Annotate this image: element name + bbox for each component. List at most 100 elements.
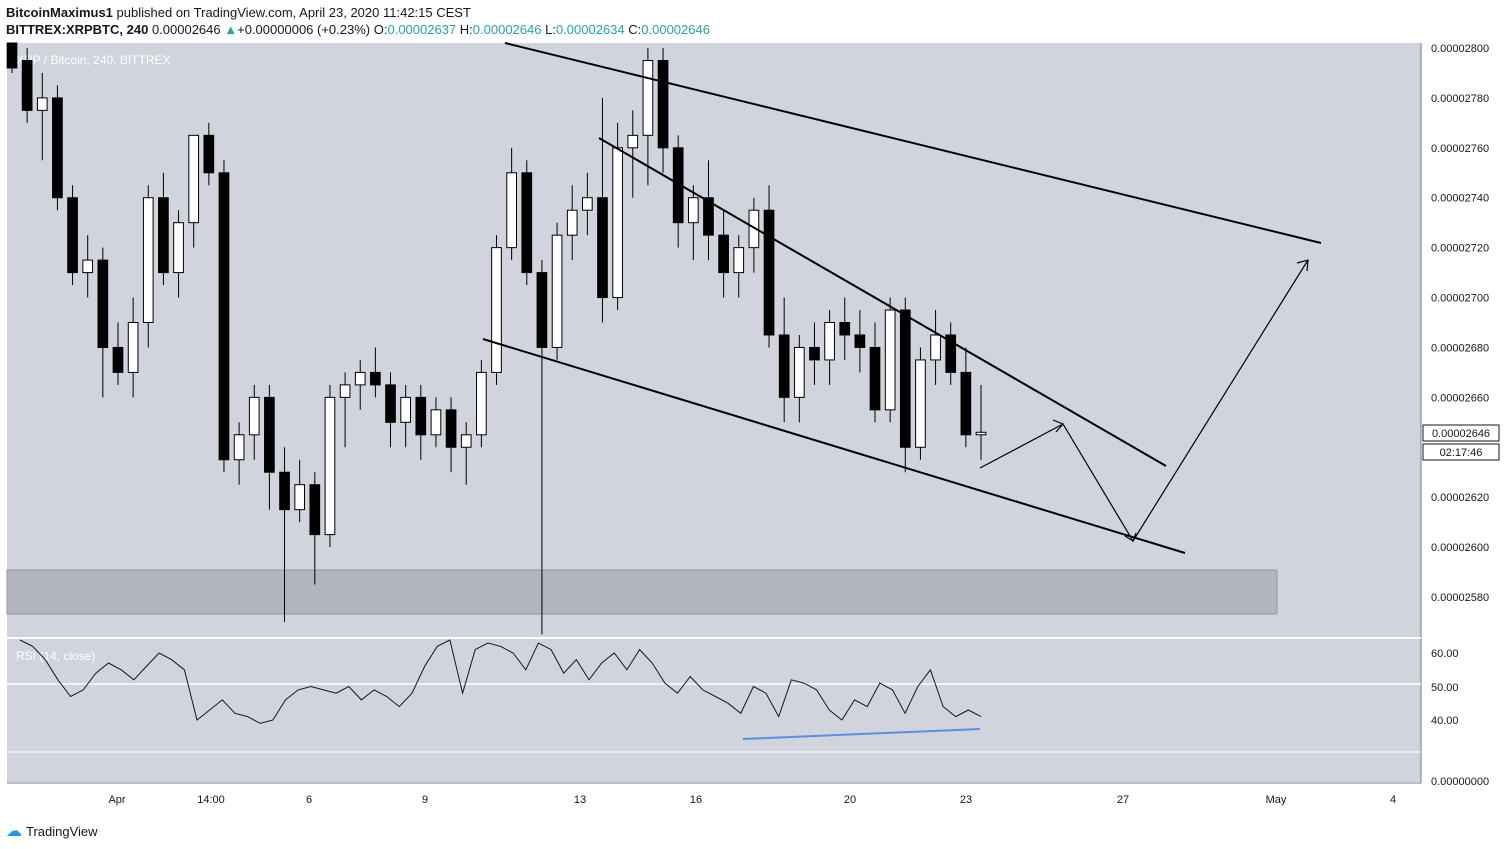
projection-arrow-2-icon (1124, 532, 1137, 542)
candle (188, 134, 200, 248)
candle (233, 422, 245, 485)
candle (627, 110, 639, 198)
low-value: 0.00002634 (555, 22, 625, 37)
brand-name: TradingView (26, 823, 98, 839)
candle-body (869, 346, 881, 411)
candle (975, 384, 987, 460)
candle-body (309, 484, 321, 536)
candle-body (158, 197, 169, 274)
candle-body (142, 197, 154, 324)
candle (476, 359, 487, 448)
time-tick-label: 23 (960, 794, 972, 806)
candle (491, 235, 502, 385)
candle (82, 235, 94, 298)
rsi-tick-label: 40.00 (1431, 715, 1459, 727)
candle-body (21, 59, 33, 111)
candle (793, 334, 805, 423)
candle-body (279, 471, 290, 511)
candle (551, 222, 563, 360)
candle (930, 310, 941, 385)
time-tick-label: Apr (108, 794, 125, 806)
candle (6, 42, 18, 73)
time-tick-label: 27 (1117, 794, 1129, 806)
candle (127, 297, 139, 398)
support-zone (6, 569, 1278, 615)
candle-body (445, 409, 457, 448)
price-chart[interactable]: XRP / Bitcoin, 240, BITTREX RSI (14, clo… (0, 0, 1509, 815)
candle-body (430, 409, 442, 436)
price-tick-label: 0.00002660 (1431, 392, 1489, 404)
candle (158, 172, 169, 286)
candle-body (354, 371, 366, 386)
candle (52, 85, 63, 211)
wedge-bottom-line (482, 338, 1186, 554)
candle (339, 372, 351, 448)
price-tick-label: 0.00002720 (1431, 243, 1489, 255)
upper-resistance-line (504, 42, 1322, 244)
candle (67, 185, 78, 286)
candle-body (597, 197, 608, 299)
candle (506, 147, 517, 261)
candle (960, 347, 972, 448)
candle (279, 447, 290, 622)
candle (839, 297, 851, 360)
candle (581, 172, 593, 236)
candle-body (884, 309, 896, 411)
candle-body (930, 334, 941, 361)
candle-body (324, 396, 336, 536)
price-tick-label: 0.00002760 (1431, 143, 1489, 155)
candle (703, 160, 714, 261)
candle-body (415, 396, 427, 436)
candle-body (672, 147, 684, 224)
candle-body (778, 334, 790, 398)
candle-body (52, 97, 63, 199)
time-axis[interactable] (7, 783, 1421, 813)
time-tick-label: 14:00 (197, 794, 225, 806)
candle (733, 235, 745, 298)
time-tick-label: 16 (690, 794, 702, 806)
price-tick-label: 0.00002740 (1431, 193, 1489, 205)
candle (400, 384, 412, 448)
time-tick-label: 9 (422, 794, 428, 806)
publisher-name[interactable]: BitcoinMaximus1 (6, 5, 113, 20)
tradingview-cloud-icon: ☁ (6, 823, 22, 840)
price-tick-label: 0.00002780 (1431, 93, 1489, 105)
close-label: C: (628, 22, 642, 37)
candle (642, 48, 654, 186)
price-tick-label: 0.00002620 (1431, 492, 1489, 504)
candle-body (703, 197, 714, 236)
candle-body (612, 147, 623, 299)
rsi-tick-label: 50.00 (1431, 682, 1459, 694)
candle (460, 422, 472, 485)
candle-body (627, 134, 639, 149)
candle-body (657, 59, 669, 149)
brand-logo[interactable]: ☁ TradingView (6, 821, 98, 841)
candle-body (67, 197, 78, 274)
candle-body (748, 209, 760, 249)
candle (597, 97, 608, 323)
candle-body (36, 97, 48, 111)
time-tick-label: 13 (574, 794, 586, 806)
candle-body (824, 322, 835, 361)
candle (687, 185, 699, 261)
candle (21, 48, 33, 123)
rsi-pane[interactable] (7, 639, 1421, 782)
candle-body (581, 197, 593, 211)
candle (718, 210, 729, 298)
high-label: H: (459, 22, 473, 37)
candle-body (264, 396, 275, 473)
candle (445, 397, 457, 473)
price-tick-label: 0.00002580 (1431, 592, 1489, 604)
symbol-label: BITTREX:XRPBTC, 240 (6, 22, 149, 37)
candle-body (551, 234, 563, 348)
main-pane[interactable] (7, 43, 1421, 638)
projection-arrow-1-icon (1052, 419, 1065, 433)
chart-header: BitcoinMaximus1 published on TradingView… (6, 4, 710, 38)
candle-body (506, 172, 517, 249)
candle (97, 247, 109, 398)
time-tick-label: 6 (306, 794, 312, 806)
publish-line: BitcoinMaximus1 published on TradingView… (6, 4, 710, 21)
open-label: O: (373, 22, 388, 37)
candle-body (566, 209, 578, 236)
time-tick-label: 20 (844, 794, 856, 806)
